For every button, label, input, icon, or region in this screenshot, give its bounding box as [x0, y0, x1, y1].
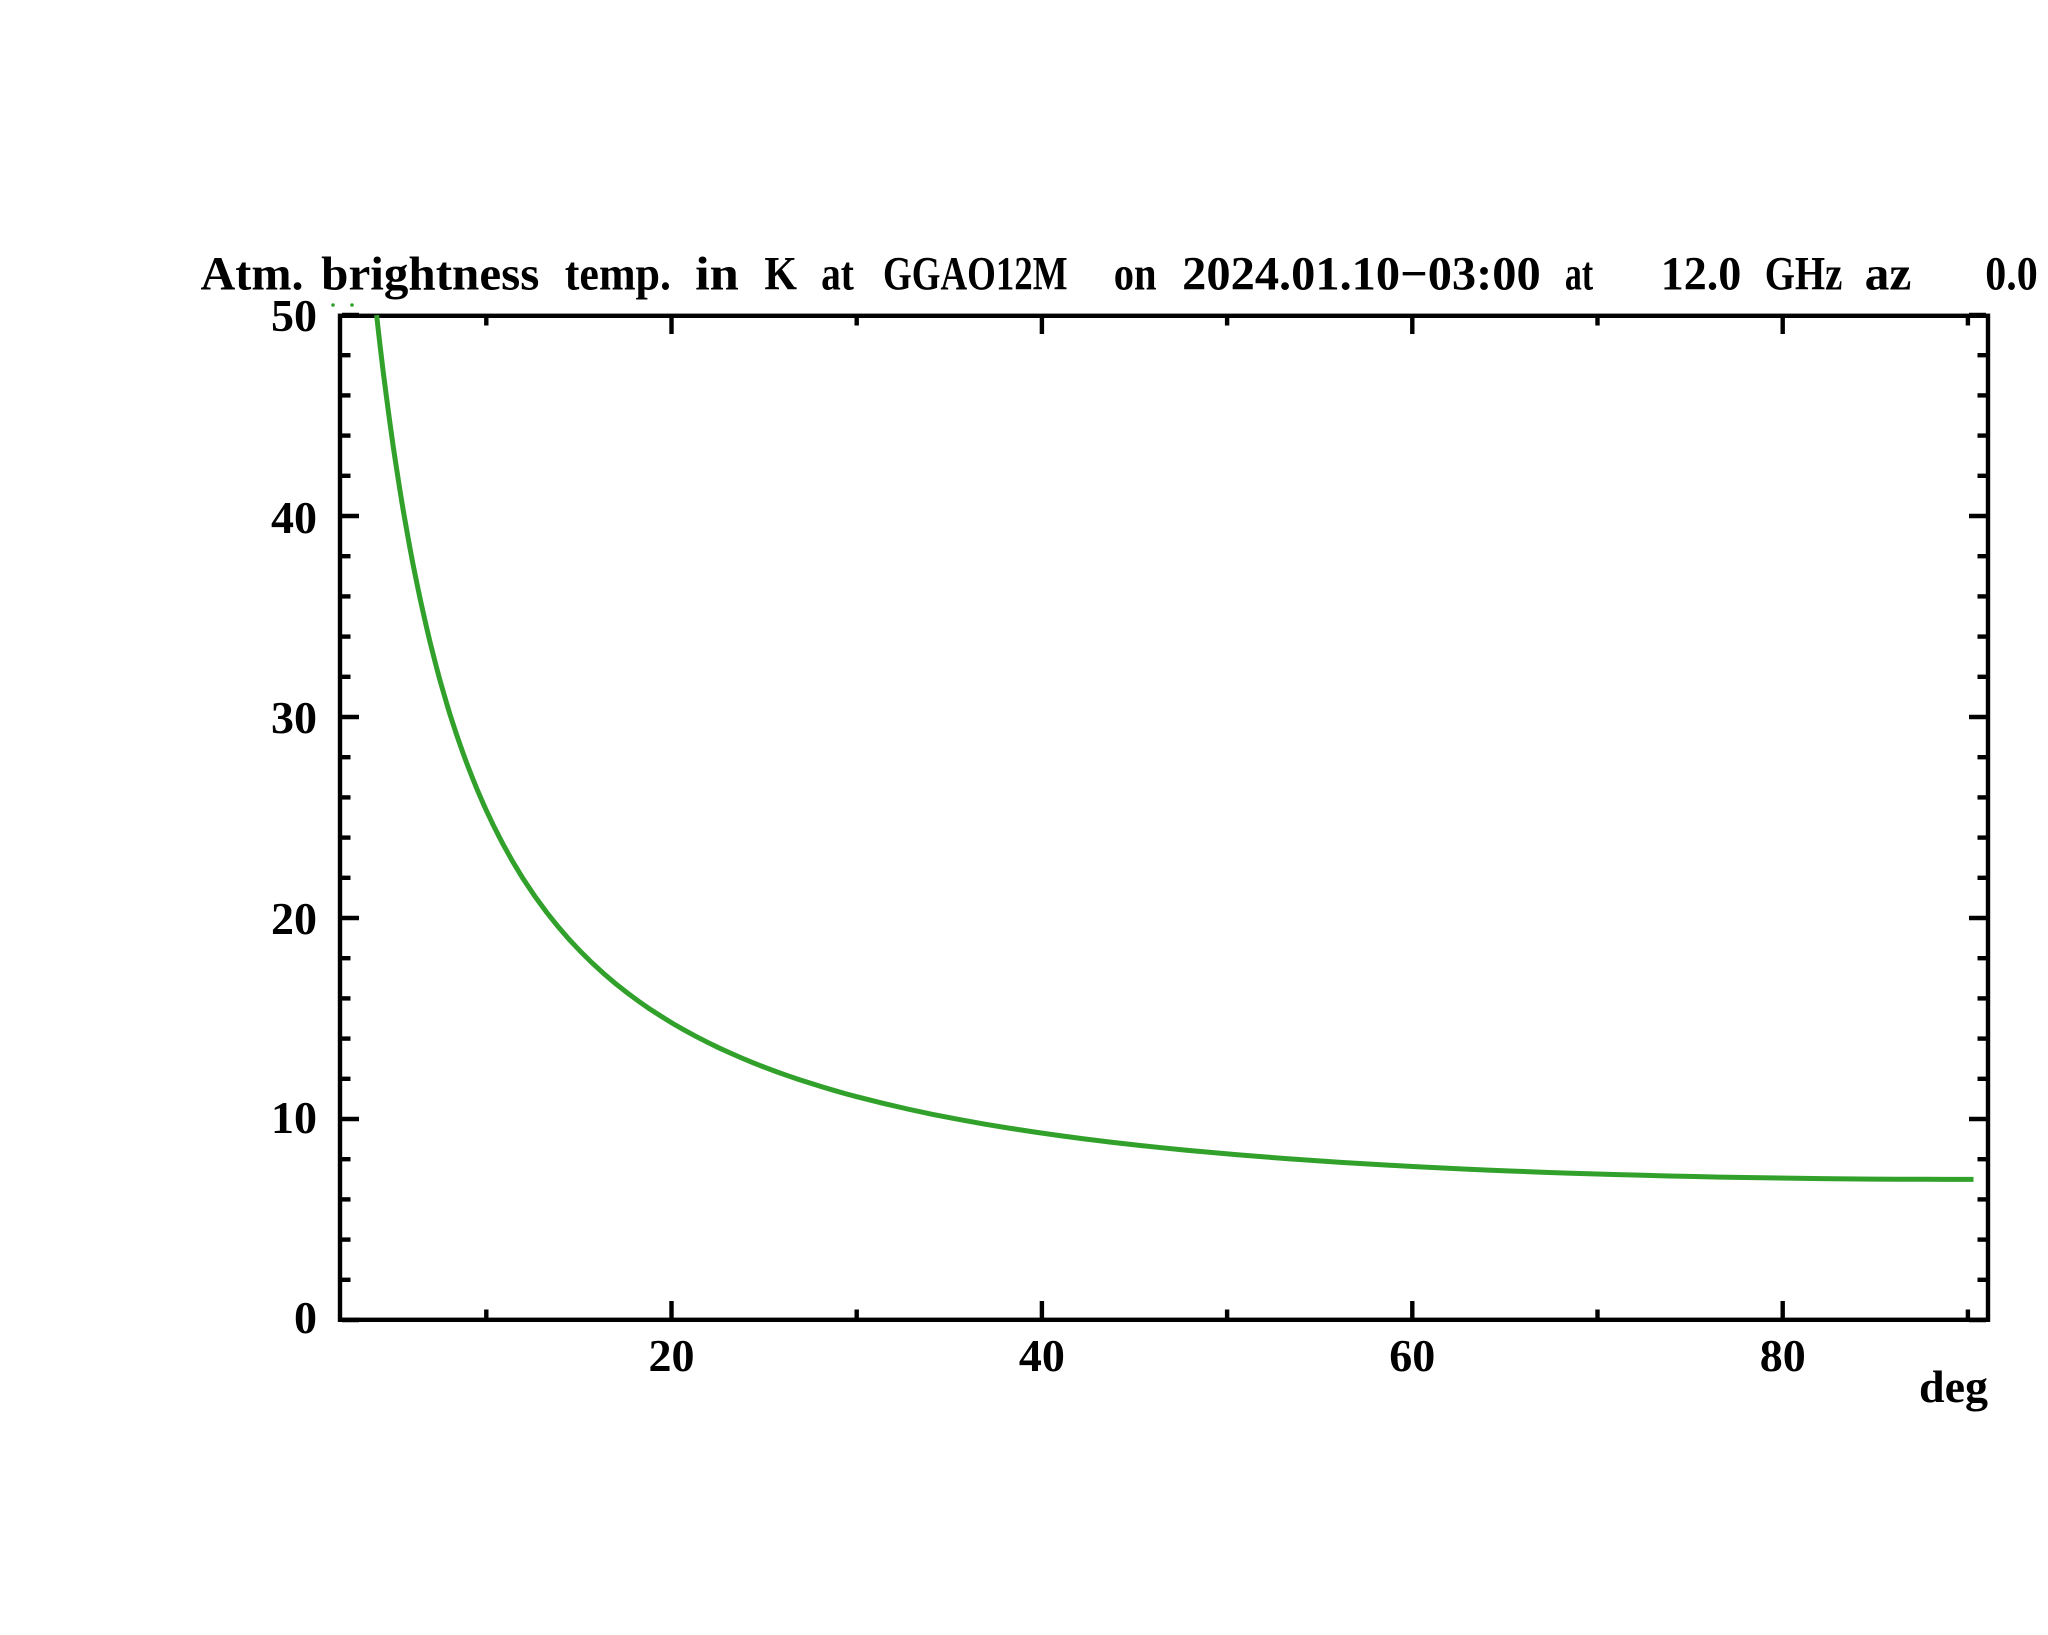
svg-text:2024.01.10−03:00: 2024.01.10−03:00	[1182, 248, 1541, 301]
svg-text:60: 60	[1389, 1330, 1435, 1381]
svg-text:10: 10	[271, 1092, 317, 1143]
svg-text:K: K	[764, 248, 797, 301]
svg-text:at: at	[1565, 248, 1593, 301]
svg-text:20: 20	[271, 893, 317, 944]
svg-text:12.0: 12.0	[1661, 248, 1742, 301]
svg-text:az: az	[1865, 248, 1912, 301]
svg-text:Atm.: Atm.	[201, 248, 304, 301]
svg-text:in: in	[695, 248, 739, 301]
svg-text:brightness: brightness	[321, 248, 539, 301]
svg-text:on: on	[1114, 248, 1157, 301]
svg-text:GGAO12M: GGAO12M	[883, 248, 1068, 301]
svg-text:at: at	[821, 248, 854, 301]
svg-text:deg: deg	[1919, 1361, 1988, 1412]
svg-text:80: 80	[1760, 1330, 1806, 1381]
svg-text:GHz: GHz	[1765, 248, 1843, 301]
svg-text:50: 50	[271, 290, 317, 341]
svg-text:20: 20	[649, 1330, 695, 1381]
svg-text:40: 40	[1019, 1330, 1065, 1381]
svg-text:0.0: 0.0	[1985, 248, 2038, 301]
svg-text:30: 30	[271, 692, 317, 743]
svg-text:40: 40	[271, 492, 317, 543]
svg-text:0: 0	[294, 1292, 317, 1343]
svg-text:temp.: temp.	[565, 248, 671, 301]
